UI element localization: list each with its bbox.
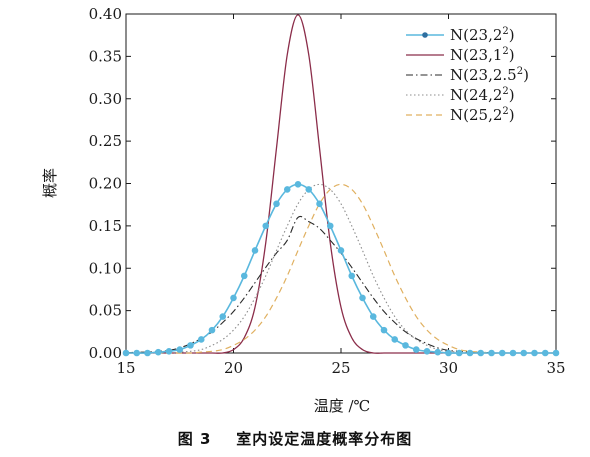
- data-point: [219, 313, 227, 320]
- legend-label-sup: 2: [502, 86, 508, 97]
- axes: 15 20 25 30 35 0.00 0.05 0.10 0.15 0.20 0.25 0.30 0.…: [89, 5, 566, 377]
- series-line-3: [126, 183, 556, 354]
- data-point: [154, 348, 162, 356]
- x-tick-label: 25: [331, 359, 350, 377]
- x-tick-label: 15: [116, 359, 135, 377]
- legend-label-close: ): [523, 66, 529, 84]
- data-point: [423, 348, 431, 355]
- series-line-0: [126, 183, 556, 354]
- y-tick-label: 0.25: [89, 132, 122, 150]
- data-point: [391, 336, 399, 343]
- legend-label-sup: 2: [502, 26, 508, 37]
- legend-label: N(24,22): [450, 86, 515, 104]
- y-tick-label: 0.40: [89, 5, 122, 23]
- legend-label-sup: 2: [502, 106, 508, 117]
- data-point: [488, 349, 495, 357]
- data-point: [552, 349, 560, 357]
- legend-label-base: N(23,2: [450, 26, 502, 44]
- x-axis-title: 温度 /℃: [314, 397, 371, 415]
- data-point: [369, 313, 377, 320]
- legend-label-base: N(23,2.5: [450, 66, 517, 84]
- y-tick-label: 0.05: [89, 302, 122, 320]
- data-point: [531, 349, 538, 357]
- data-point: [326, 222, 334, 230]
- legend-label-base: N(25,2: [450, 106, 502, 124]
- data-point: [273, 200, 280, 208]
- legend-label-sup: 2: [502, 46, 508, 57]
- data-point: [509, 349, 517, 357]
- legend-label-sup: 2: [517, 66, 523, 77]
- data-point: [498, 349, 506, 357]
- x-tick-label: 30: [439, 359, 458, 377]
- y-tick-label: 0.35: [89, 47, 122, 65]
- data-point: [230, 294, 237, 302]
- legend-marker: [422, 32, 428, 38]
- data-point: [197, 336, 205, 343]
- data-point: [455, 349, 463, 357]
- data-point: [337, 247, 345, 254]
- legend-label: N(23,22): [450, 26, 515, 44]
- data-point: [187, 342, 194, 349]
- data-point: [520, 349, 528, 357]
- data-point: [144, 349, 151, 357]
- x-tick-label: 35: [546, 359, 565, 377]
- data-point: [251, 247, 259, 254]
- data-point: [133, 349, 141, 357]
- legend-label-base: N(24,2: [450, 86, 502, 104]
- data-point: [477, 349, 485, 357]
- data-point: [348, 272, 356, 280]
- data-point: [402, 342, 409, 349]
- data-point: [434, 348, 442, 356]
- data-point: [165, 348, 173, 355]
- data-point: [240, 272, 248, 280]
- data-point: [316, 200, 323, 208]
- legend-label-base: N(23,1: [450, 46, 502, 64]
- y-axis-title: 概率: [41, 168, 59, 198]
- data-point: [445, 349, 452, 357]
- y-tick-label: 0.20: [89, 175, 122, 193]
- data-point: [294, 181, 302, 188]
- legend: N(23,22)N(23,12)N(23,2.52)N(24,22)N(25,2…: [406, 26, 529, 124]
- series-line-4: [126, 183, 556, 354]
- series-line-2: [125, 215, 556, 354]
- probability-chart: 15 20 25 30 35 0.00 0.05 0.10 0.15 0.20 0.25 0.30 0.…: [41, 5, 566, 415]
- data-point: [208, 326, 216, 334]
- data-point: [176, 346, 184, 353]
- legend-label-close: ): [509, 46, 515, 64]
- legend-label: N(25,22): [450, 106, 515, 124]
- data-point: [262, 222, 270, 230]
- y-tick-label: 0.30: [89, 90, 122, 108]
- data-point: [359, 294, 366, 302]
- y-tick-label: 0.00: [89, 344, 122, 362]
- figure-caption: 图 3 室内设定温度概率分布图: [177, 430, 413, 448]
- x-tick-label: 20: [224, 359, 243, 377]
- data-point: [283, 186, 291, 193]
- data-point: [466, 349, 474, 357]
- y-tick-label: 0.15: [89, 217, 122, 235]
- data-point: [305, 186, 313, 193]
- legend-label-close: ): [509, 86, 515, 104]
- legend-label: N(23,12): [450, 46, 515, 64]
- plot-frame: [125, 13, 557, 354]
- data-point: [412, 346, 420, 353]
- data-point: [122, 349, 130, 357]
- data-point: [380, 326, 388, 334]
- data-point: [541, 349, 549, 357]
- series-markers: [122, 181, 560, 357]
- legend-label-close: ): [509, 26, 515, 44]
- legend-label-close: ): [509, 106, 515, 124]
- y-tick-label: 0.10: [89, 259, 122, 277]
- legend-label: N(23,2.52): [450, 66, 529, 84]
